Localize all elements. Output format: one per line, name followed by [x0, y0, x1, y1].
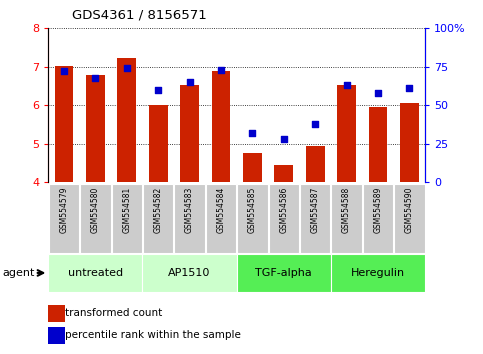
Text: agent: agent	[2, 268, 35, 278]
Bar	[112, 184, 142, 253]
Text: GSM554590: GSM554590	[405, 187, 414, 233]
Bar	[331, 254, 425, 292]
Bar	[337, 85, 356, 182]
Bar	[243, 153, 262, 182]
Bar	[269, 184, 299, 253]
Bar	[300, 184, 330, 253]
Text: transformed count: transformed count	[65, 308, 162, 318]
Point	[312, 121, 319, 127]
Point	[155, 87, 162, 93]
Point	[123, 65, 131, 71]
Text: percentile rank within the sample: percentile rank within the sample	[65, 330, 241, 341]
Bar	[49, 184, 79, 253]
Bar	[55, 66, 73, 182]
Text: GSM554584: GSM554584	[216, 187, 226, 233]
Bar	[394, 184, 425, 253]
Text: GSM554583: GSM554583	[185, 187, 194, 233]
Bar	[237, 254, 331, 292]
Text: GDS4361 / 8156571: GDS4361 / 8156571	[72, 8, 207, 21]
Bar	[80, 184, 111, 253]
Text: GSM554580: GSM554580	[91, 187, 100, 233]
Point	[92, 75, 99, 80]
Point	[186, 79, 194, 85]
Bar	[48, 327, 65, 344]
Bar	[274, 165, 293, 182]
Text: GSM554579: GSM554579	[59, 187, 69, 233]
Bar	[48, 254, 142, 292]
Bar	[180, 85, 199, 182]
Bar	[237, 184, 268, 253]
Bar	[143, 184, 173, 253]
Text: AP1510: AP1510	[169, 268, 211, 278]
Bar	[206, 184, 236, 253]
Point	[343, 82, 351, 88]
Text: GSM554581: GSM554581	[122, 187, 131, 233]
Bar	[48, 304, 65, 322]
Text: TGF-alpha: TGF-alpha	[256, 268, 312, 278]
Text: GSM554586: GSM554586	[279, 187, 288, 233]
Point	[374, 90, 382, 96]
Bar	[363, 184, 393, 253]
Bar	[86, 75, 105, 182]
Point	[406, 86, 413, 91]
Text: GSM554589: GSM554589	[373, 187, 383, 233]
Text: Heregulin: Heregulin	[351, 268, 405, 278]
Bar	[174, 184, 205, 253]
Bar	[142, 254, 237, 292]
Text: untreated: untreated	[68, 268, 123, 278]
Text: GSM554582: GSM554582	[154, 187, 163, 233]
Text: GSM554587: GSM554587	[311, 187, 320, 233]
Bar	[369, 107, 387, 182]
Bar	[306, 146, 325, 182]
Point	[217, 67, 225, 73]
Point	[249, 130, 256, 136]
Bar	[149, 105, 168, 182]
Point	[280, 136, 288, 142]
Bar	[400, 103, 419, 182]
Bar	[331, 184, 362, 253]
Point	[60, 69, 68, 74]
Text: GSM554585: GSM554585	[248, 187, 257, 233]
Bar	[117, 58, 136, 182]
Bar	[212, 71, 230, 182]
Text: GSM554588: GSM554588	[342, 187, 351, 233]
